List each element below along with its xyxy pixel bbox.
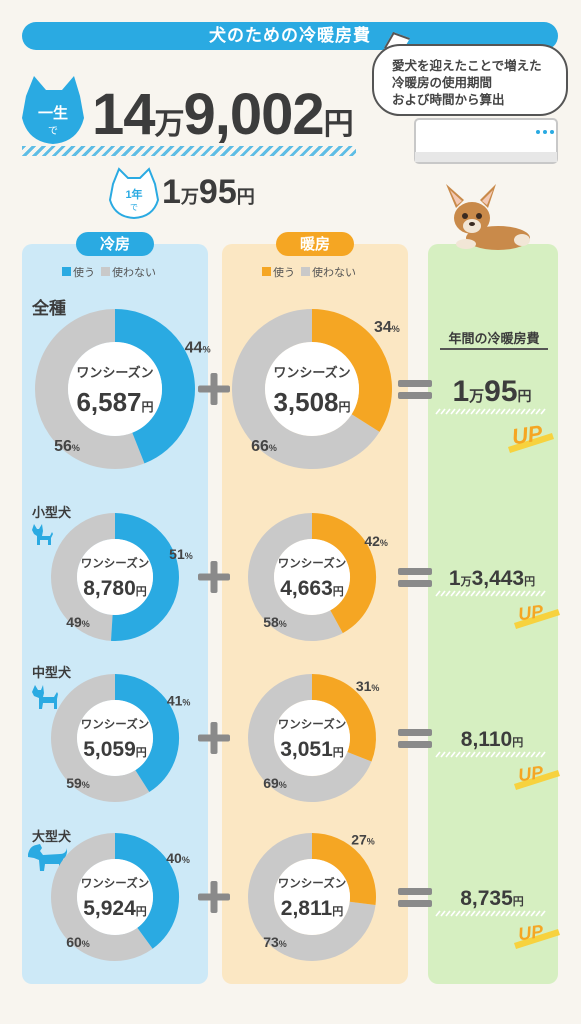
year-man-unit: 万 <box>180 187 199 207</box>
note-bubble: 愛犬を迎えたことで増えた 冷暖房の使用期間 および時間から算出 <box>372 44 568 116</box>
dog-head-outline-icon: 1年 で <box>108 167 160 220</box>
chihuahua-illustration <box>446 184 530 250</box>
legend-not-use-item: 使わない <box>301 264 356 280</box>
air-conditioner-icon <box>414 118 558 164</box>
heating-column <box>222 244 408 984</box>
heating-legend: 使う 使わない <box>262 264 356 280</box>
lifetime-total: 14万9,002円 <box>92 82 354 158</box>
year-yen: 円 <box>236 187 255 207</box>
plus-icon-v <box>210 722 218 754</box>
year-man: 1 <box>162 173 181 211</box>
legend-not-use-item: 使わない <box>101 264 156 280</box>
note-line-2: 冷暖房の使用期間 <box>392 75 493 90</box>
year-total: 1万95円 <box>162 172 255 217</box>
legend-swatch-not-use <box>301 267 310 276</box>
size-label-small: 小型犬 <box>32 506 72 521</box>
cooling-label: 冷房 <box>76 232 154 256</box>
legend-use-label: 使う <box>273 266 295 279</box>
legend-use-label: 使う <box>73 266 95 279</box>
dog-head-icon: 一生 で <box>22 76 84 144</box>
lifetime-badge-sub: で <box>48 126 58 137</box>
cooling-column <box>22 244 208 984</box>
annual-heading-underline <box>440 348 548 350</box>
lifetime-badge-text: 一生 <box>38 104 68 122</box>
lifetime-yen: 円 <box>323 108 354 141</box>
medium-dog-icon <box>32 685 58 709</box>
annual-heading: 年間の冷暖房費 <box>448 332 540 347</box>
legend-not-use-label: 使わない <box>312 266 356 279</box>
year-badge-text: 1年 <box>125 187 142 201</box>
small-dog-icon <box>32 524 53 545</box>
lifetime-man: 14 <box>92 82 156 147</box>
legend-use-item: 使う <box>62 264 95 280</box>
year-badge-sub: で <box>130 203 138 212</box>
legend-not-use-label: 使わない <box>112 266 156 279</box>
lifetime-rest: 9,002 <box>183 82 325 147</box>
plus-icon-v <box>210 561 218 593</box>
plus-icon-v <box>210 881 218 913</box>
large-dog-icon <box>28 844 67 871</box>
page-title: 犬のための冷暖房費 <box>22 22 558 50</box>
legend-swatch-use <box>262 267 271 276</box>
lifetime-man-unit: 万 <box>154 108 185 141</box>
annual-total-column <box>428 244 558 984</box>
year-rest: 95 <box>198 173 237 211</box>
heating-label: 暖房 <box>276 232 354 256</box>
legend-swatch-use <box>62 267 71 276</box>
plus-icon-v <box>210 373 218 405</box>
note-line-1: 愛犬を迎えたことで増えた <box>392 58 542 73</box>
legend-use-item: 使う <box>262 264 295 280</box>
note-line-3: および時間から算出 <box>392 92 505 107</box>
size-label-all: 全種 <box>32 299 66 319</box>
size-label-medium: 中型犬 <box>32 666 72 681</box>
legend-swatch-not-use <box>101 267 110 276</box>
cooling-legend: 使う 使わない <box>62 264 156 280</box>
stripe-divider <box>22 146 356 156</box>
